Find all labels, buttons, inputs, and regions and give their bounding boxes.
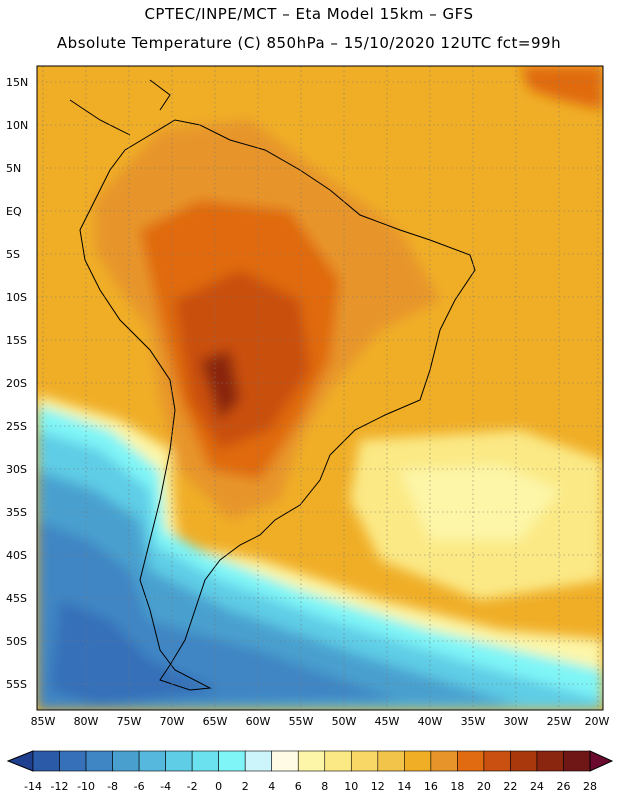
longitude-label: 30W <box>503 715 529 728</box>
colorbar-label: -6 <box>133 780 145 793</box>
colorbar-swatch <box>191 750 219 772</box>
colorbar-swatch <box>32 750 60 772</box>
latitude-label: 40S <box>6 549 27 562</box>
colorbar-swatch <box>85 750 113 772</box>
grid-lines <box>37 66 603 710</box>
longitude-label: 25W <box>546 715 572 728</box>
colorbar-swatch <box>112 750 140 772</box>
colorbar-label: 12 <box>370 780 385 793</box>
colorbar-swatch <box>483 750 511 772</box>
longitude-label: 50W <box>331 715 357 728</box>
colorbar-swatch <box>165 750 193 772</box>
map-title-line-2: Absolute Temperature (C) 850hPa – 15/10/… <box>56 34 562 52</box>
colorbar-label: 14 <box>397 780 412 793</box>
latitude-label: 45S <box>6 592 27 605</box>
longitude-label: 80W <box>73 715 99 728</box>
colorbar-swatch <box>563 750 591 772</box>
latitude-label: 20S <box>6 377 27 390</box>
colorbar-label: 4 <box>268 780 276 793</box>
temperature-field <box>37 66 603 710</box>
longitude-label: 75W <box>116 715 142 728</box>
colorbar-swatch <box>510 750 538 772</box>
latitude-label: 15S <box>6 334 27 347</box>
latitude-label: 10N <box>6 119 29 132</box>
latitude-label: 50S <box>6 635 27 648</box>
longitude-label: 40W <box>417 715 443 728</box>
colorbar-label: 18 <box>450 780 465 793</box>
colorbar-swatch <box>218 750 246 772</box>
colorbar-swatch <box>59 750 87 772</box>
colorbar-label: 28 <box>583 780 597 793</box>
colorbar-swatch <box>377 750 405 772</box>
colorbar-label: -2 <box>186 780 198 793</box>
colorbar-swatch <box>244 750 273 772</box>
colorbar-swatch <box>297 750 326 772</box>
longitude-label: 85W <box>30 715 56 728</box>
latitude-label: 5S <box>6 248 20 261</box>
map-frame <box>36 65 604 711</box>
latitude-label: 10S <box>6 291 27 304</box>
colorbar-label: -8 <box>107 780 119 793</box>
map-title-line-1: CPTEC/INPE/MCT – Eta Model 15km – GFS <box>144 5 474 23</box>
colorbar-swatch <box>404 750 432 772</box>
colorbar-arrow-high <box>589 750 614 772</box>
longitude-label: 35W <box>460 715 486 728</box>
colorbar-swatch <box>324 750 352 772</box>
latitude-label: 5N <box>6 162 22 175</box>
colorbar-label: 2 <box>241 780 249 793</box>
colorbar-label: -12 <box>50 780 69 793</box>
colorbar-label: 6 <box>294 780 302 793</box>
longitude-label: 60W <box>245 715 271 728</box>
colorbar-swatch <box>430 750 458 772</box>
colorbar-label: -10 <box>77 780 96 793</box>
longitude-label: 45W <box>374 715 400 728</box>
colorbar-label: 22 <box>503 780 518 793</box>
colorbar-label: 10 <box>344 780 359 793</box>
colorbar-label: 16 <box>423 780 438 793</box>
latitude-label: 30S <box>6 463 27 476</box>
colorbar-swatch <box>350 750 379 772</box>
latitude-label: EQ <box>6 205 22 218</box>
longitude-label: 55W <box>288 715 314 728</box>
latitude-label: 55S <box>6 678 27 691</box>
colorbar-swatch <box>271 750 299 772</box>
longitude-label: 65W <box>202 715 228 728</box>
colorbar-label: 26 <box>556 780 571 793</box>
longitude-label: 70W <box>159 715 185 728</box>
colorbar-swatch <box>536 750 564 772</box>
colorbar-label: 24 <box>529 780 544 793</box>
coastline <box>69 79 476 691</box>
colorbar-label: 8 <box>321 780 329 793</box>
colorbar-swatch <box>138 750 166 772</box>
colorbar-arrow-low <box>6 750 34 772</box>
longitude-label: 20W <box>584 715 610 728</box>
colorbar-label: 20 <box>476 780 491 793</box>
colorbar-swatch <box>457 750 485 772</box>
colorbar-label: -4 <box>160 780 172 793</box>
colorbar <box>6 750 614 772</box>
latitude-label: 15N <box>6 76 29 89</box>
latitude-label: 35S <box>6 506 27 519</box>
colorbar-label: 0 <box>215 780 223 793</box>
latitude-label: 25S <box>6 420 27 433</box>
colorbar-label: -14 <box>24 780 42 793</box>
